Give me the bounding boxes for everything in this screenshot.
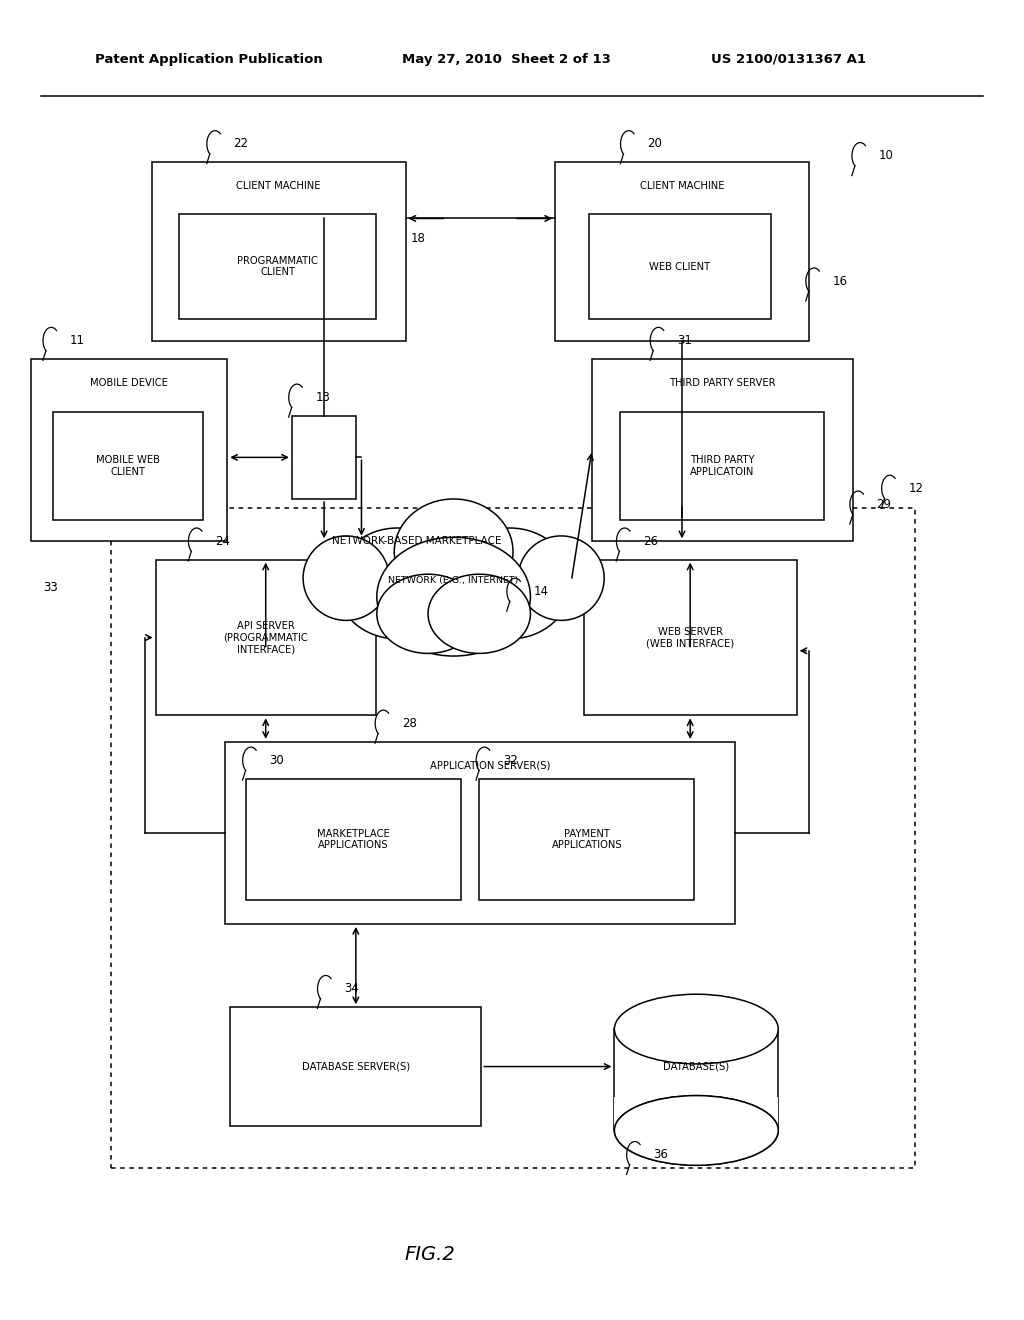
Text: THIRD PARTY
APPLICATOIN: THIRD PARTY APPLICATOIN	[690, 455, 754, 477]
Text: 34: 34	[344, 982, 359, 995]
Text: WEB SERVER
(WEB INTERFACE): WEB SERVER (WEB INTERFACE)	[646, 627, 734, 648]
Bar	[614, 1097, 778, 1164]
Text: MARKETPLACE
APPLICATIONS: MARKETPLACE APPLICATIONS	[316, 829, 390, 850]
Bar	[589, 214, 771, 319]
Text: WEB CLIENT: WEB CLIENT	[649, 261, 711, 272]
Text: 33: 33	[43, 581, 57, 594]
Text: 31: 31	[677, 334, 692, 347]
Bar	[53, 412, 203, 520]
Bar	[156, 560, 376, 715]
Text: 28: 28	[401, 717, 417, 730]
Text: PROGRAMMATIC
CLIENT: PROGRAMMATIC CLIENT	[238, 256, 317, 277]
Text: FIG.2: FIG.2	[404, 1245, 456, 1263]
Text: 13: 13	[315, 391, 331, 404]
Text: APPLICATION SERVER(S): APPLICATION SERVER(S)	[430, 760, 551, 771]
Ellipse shape	[614, 1096, 778, 1166]
Bar	[111, 508, 915, 1168]
Bar	[152, 162, 406, 341]
Ellipse shape	[336, 528, 459, 639]
Text: MOBILE DEVICE: MOBILE DEVICE	[90, 378, 168, 388]
Text: 10: 10	[879, 149, 894, 162]
Bar	[179, 214, 376, 319]
Text: May 27, 2010  Sheet 2 of 13: May 27, 2010 Sheet 2 of 13	[402, 53, 611, 66]
Ellipse shape	[614, 994, 778, 1064]
Ellipse shape	[518, 536, 604, 620]
Text: 14: 14	[534, 585, 549, 598]
Ellipse shape	[303, 536, 389, 620]
Text: US 2100/0131367 A1: US 2100/0131367 A1	[711, 53, 865, 66]
Text: 18: 18	[411, 232, 426, 244]
Bar	[31, 359, 227, 541]
Text: DATABASE SERVER(S): DATABASE SERVER(S)	[302, 1061, 410, 1072]
Text: DATABASE(S): DATABASE(S)	[664, 1061, 729, 1072]
Text: 30: 30	[269, 754, 284, 767]
Bar	[555, 162, 809, 341]
Text: 16: 16	[833, 275, 848, 288]
Bar	[620, 412, 824, 520]
Text: CLIENT MACHINE: CLIENT MACHINE	[640, 181, 724, 191]
Bar	[230, 1007, 481, 1126]
Text: THIRD PARTY SERVER: THIRD PARTY SERVER	[669, 378, 776, 388]
Bar	[292, 416, 356, 499]
Text: CLIENT MACHINE: CLIENT MACHINE	[237, 181, 321, 191]
Ellipse shape	[449, 528, 571, 639]
Text: MOBILE WEB
CLIENT: MOBILE WEB CLIENT	[96, 455, 160, 477]
Ellipse shape	[394, 499, 513, 605]
Text: 26: 26	[643, 535, 658, 548]
Text: PAYMENT
APPLICATIONS: PAYMENT APPLICATIONS	[552, 829, 622, 850]
Ellipse shape	[377, 574, 479, 653]
Text: NETWORK-BASED MARKETPLACE: NETWORK-BASED MARKETPLACE	[332, 536, 501, 546]
Text: 22: 22	[233, 137, 249, 150]
Text: 24: 24	[215, 535, 230, 548]
Text: API SERVER
(PROGRAMMATIC
INTERFACE): API SERVER (PROGRAMMATIC INTERFACE)	[223, 620, 308, 655]
Bar	[225, 742, 735, 924]
Bar	[246, 779, 461, 900]
Ellipse shape	[377, 537, 530, 656]
Ellipse shape	[428, 574, 530, 653]
Text: 36: 36	[653, 1148, 669, 1162]
Bar	[614, 1030, 778, 1130]
Text: 12: 12	[908, 482, 924, 495]
Bar	[479, 779, 694, 900]
Bar	[584, 560, 797, 715]
Text: NETWORK (E.G., INTERNET): NETWORK (E.G., INTERNET)	[388, 577, 519, 585]
Bar	[592, 359, 853, 541]
Text: 32: 32	[503, 754, 518, 767]
Text: 29: 29	[877, 498, 892, 511]
Ellipse shape	[614, 1096, 778, 1166]
Text: 20: 20	[647, 137, 663, 150]
Text: 11: 11	[70, 334, 85, 347]
Text: Patent Application Publication: Patent Application Publication	[95, 53, 323, 66]
